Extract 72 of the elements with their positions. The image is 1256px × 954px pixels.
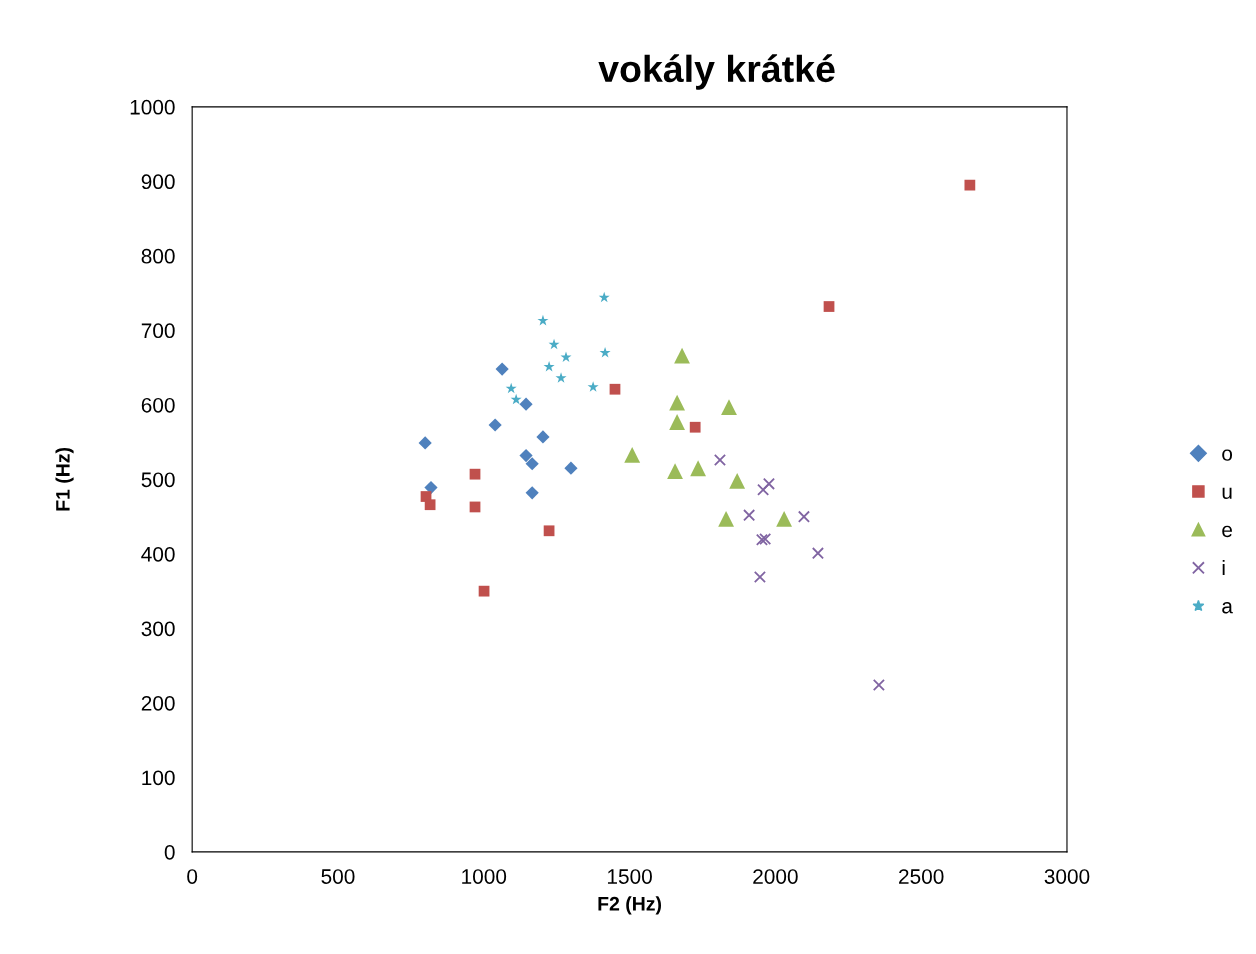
x-tick-label: 2000 <box>753 869 798 884</box>
y-axis-title: F1 (Hz) <box>55 447 74 511</box>
point <box>674 347 690 364</box>
legend-label: u <box>1222 487 1232 499</box>
point <box>587 381 599 392</box>
point <box>811 547 824 560</box>
point <box>753 570 766 584</box>
y-tick-label: 500 <box>141 472 175 488</box>
point <box>667 463 683 480</box>
point <box>797 510 811 523</box>
legend-label: i <box>1222 560 1225 576</box>
point <box>690 460 707 477</box>
point <box>548 338 560 350</box>
point <box>872 678 885 692</box>
point <box>757 483 770 496</box>
point <box>478 585 490 597</box>
y-tick-label: 300 <box>141 621 175 637</box>
point <box>713 453 727 467</box>
y-tick-label: 800 <box>141 248 175 264</box>
point <box>495 362 509 376</box>
y-tick-label: 200 <box>141 695 175 711</box>
point <box>718 510 735 527</box>
y-tick-label: 600 <box>141 397 175 413</box>
y-tick-label: 0 <box>164 844 175 860</box>
point <box>689 421 701 433</box>
point <box>964 179 976 191</box>
x-tick-label: 2500 <box>899 869 944 884</box>
point <box>624 446 641 463</box>
point <box>469 468 481 480</box>
x-tick-label: 1500 <box>607 869 652 884</box>
point <box>564 461 578 475</box>
point <box>555 372 567 383</box>
legend-label: e <box>1222 525 1232 538</box>
point <box>759 532 772 546</box>
point <box>418 436 432 450</box>
point <box>519 448 533 463</box>
point <box>560 351 572 362</box>
point <box>510 393 522 405</box>
point <box>519 397 533 411</box>
point <box>776 510 793 527</box>
x-tick-label: 1000 <box>462 869 507 884</box>
y-tick-label: 100 <box>142 770 175 786</box>
point <box>543 525 555 537</box>
point <box>743 509 756 522</box>
x-tick-label: 500 <box>321 869 355 884</box>
point <box>536 430 550 444</box>
point <box>424 480 438 495</box>
legend-label: o <box>1222 449 1233 461</box>
point <box>609 383 621 395</box>
y-tick-label: 400 <box>141 546 175 562</box>
point <box>729 472 746 489</box>
point <box>755 533 769 546</box>
point <box>599 346 611 358</box>
point <box>525 457 539 471</box>
y-tick-label: 700 <box>141 323 175 339</box>
legend-label: a <box>1222 602 1233 614</box>
x-tick-label: 3000 <box>1044 869 1090 884</box>
point <box>823 301 835 312</box>
point <box>543 361 555 372</box>
y-tick-label: 1000 <box>130 99 175 115</box>
x-tick-label: 0 <box>187 869 198 884</box>
point <box>525 486 539 500</box>
point <box>721 399 737 416</box>
point <box>762 477 776 490</box>
point <box>488 418 502 432</box>
y-tick-label: 900 <box>141 174 175 190</box>
x-axis-title: F2 (Hz) <box>598 896 662 915</box>
point <box>424 499 436 511</box>
point <box>669 394 686 411</box>
chart-title: vokály krátké <box>598 54 835 90</box>
point <box>669 414 686 430</box>
point <box>537 314 549 326</box>
